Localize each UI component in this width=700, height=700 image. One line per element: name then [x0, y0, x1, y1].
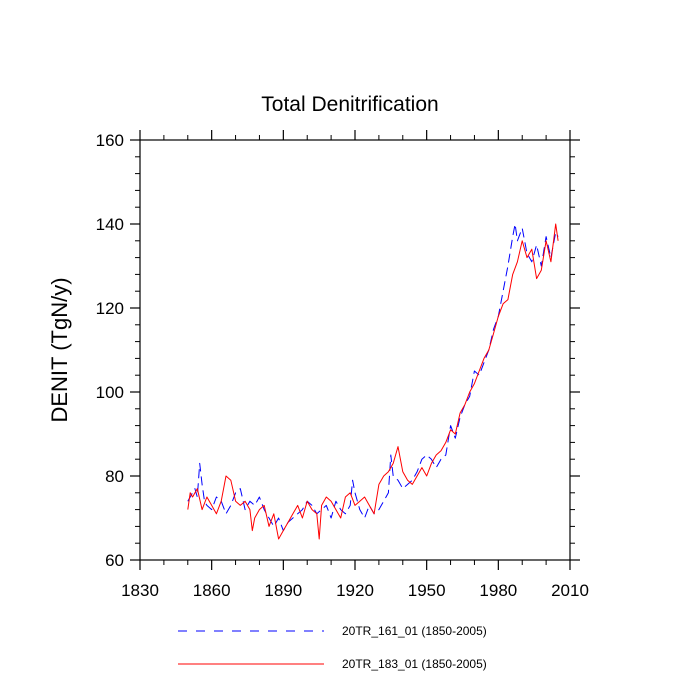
legend-label-1: 20TR_161_01 (1850-2005) — [342, 624, 487, 638]
y-axis-label: DENIT (TgN/y) — [47, 277, 72, 422]
x-tick-label: 1890 — [264, 581, 302, 600]
chart-title: Total Denitrification — [261, 93, 438, 116]
series-group — [187, 223, 559, 540]
x-tick-label: 1860 — [193, 581, 231, 600]
legend: 20TR_161_01 (1850-2005) 20TR_183_01 (1850… — [178, 624, 487, 671]
x-tick-label: 1950 — [408, 581, 446, 600]
y-tick-label: 60 — [105, 551, 124, 570]
x-tick-label: 1980 — [479, 581, 517, 600]
y-tick-label: 80 — [105, 467, 124, 486]
legend-label-2: 20TR_183_01 (1850-2005) — [342, 657, 487, 671]
axis-ticks: 1830 1860 1890 1920 1950 1980 2010 60 80 100 120 14… — [96, 130, 589, 600]
x-tick-label: 1830 — [121, 581, 159, 600]
y-tick-label: 140 — [96, 215, 124, 234]
plot-frame — [139, 139, 571, 561]
y-tick-label: 100 — [96, 383, 124, 402]
x-tick-label: 1920 — [336, 581, 374, 600]
x-tick-label: 2010 — [551, 581, 589, 600]
y-tick-label: 120 — [96, 299, 124, 318]
y-tick-label: 160 — [96, 131, 124, 150]
series-line-2 — [187, 223, 559, 540]
